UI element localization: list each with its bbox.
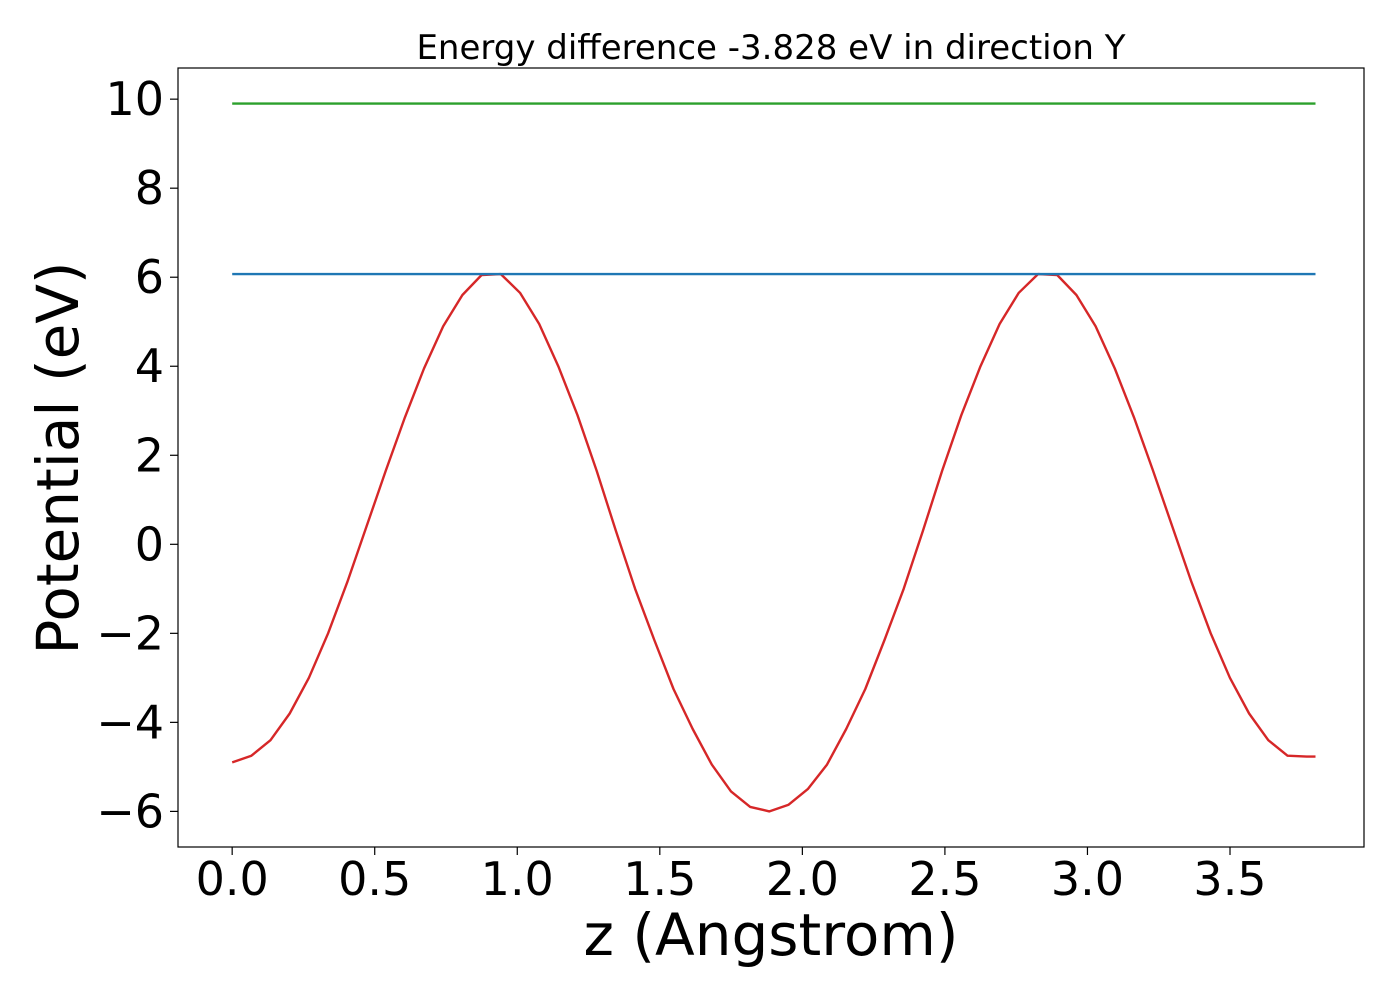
y-axis-title: Potential (eV): [24, 261, 92, 654]
x-axis-title: z (Angstrom): [584, 901, 959, 969]
y-axis-ticks: −6 −4 −2 0 2 4 6 8 10: [96, 72, 178, 838]
series-layer: [231, 102, 1316, 813]
chart-title: Energy difference -3.828 eV in direction…: [416, 28, 1125, 68]
x-axis-ticks: 0.0 0.5 1.0 1.5 2.0 2.5 3.0 3.5: [196, 847, 1267, 906]
y-tick-label: 8: [135, 161, 164, 215]
y-tick-label: 2: [135, 428, 164, 482]
x-tick-label: 1.5: [623, 852, 696, 906]
x-tick-label: 2.0: [766, 852, 839, 906]
x-tick-label: 3.5: [1193, 852, 1266, 906]
y-tick-label: 4: [135, 339, 164, 393]
y-tick-label: −6: [96, 784, 164, 838]
x-tick-label: 3.0: [1051, 852, 1124, 906]
y-tick-label: −2: [96, 606, 164, 660]
x-tick-label: 0.5: [338, 852, 411, 906]
x-tick-label: 0.0: [196, 852, 269, 906]
y-tick-label: 10: [105, 72, 164, 126]
series-line-0: [231, 272, 1316, 813]
y-tick-label: 0: [135, 517, 164, 571]
y-tick-label: 6: [135, 250, 164, 304]
plot-area-frame: [177, 67, 1365, 848]
x-tick-label: 1.0: [481, 852, 554, 906]
x-tick-label: 2.5: [908, 852, 981, 906]
y-tick-label: −4: [96, 695, 164, 749]
